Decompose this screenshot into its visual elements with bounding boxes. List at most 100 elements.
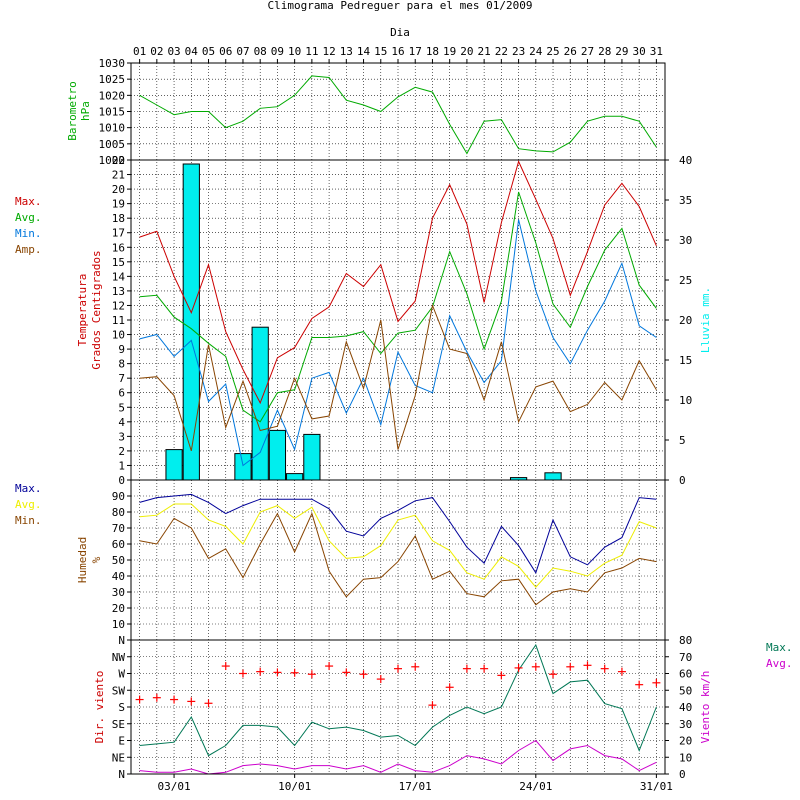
- baro-tick-label: 1005: [99, 138, 126, 151]
- temp-tick-label: 5: [118, 401, 125, 414]
- temp-legend-entry: Max.: [15, 195, 42, 208]
- bottom-date-label: 03/01: [158, 780, 191, 793]
- wind-legend-entry: Avg.: [766, 657, 793, 670]
- top-day-label: 13: [340, 45, 353, 58]
- wind-dir-label: NW: [112, 651, 126, 664]
- wind-legend-entry: Max.: [766, 641, 793, 654]
- temp-ylabel: Temperatura: [76, 274, 89, 347]
- temp-tick-label: 18: [112, 212, 125, 225]
- top-day-label: 22: [495, 45, 508, 58]
- top-day-label: 30: [633, 45, 646, 58]
- temp-tick-label: 9: [118, 343, 125, 356]
- temp-tick-label: 22: [112, 154, 125, 167]
- hum-ylabel: Humedad: [76, 537, 89, 583]
- wind-dir-label: NE: [112, 751, 125, 764]
- rain-tick-label: 15: [679, 354, 692, 367]
- top-day-label: 07: [236, 45, 249, 58]
- top-day-label: 24: [529, 45, 543, 58]
- wind-dir-label: W: [118, 668, 125, 681]
- top-day-label: 09: [271, 45, 284, 58]
- rain-ylabel: Lluvia mm.: [699, 287, 712, 353]
- top-day-label: 03: [167, 45, 180, 58]
- top-day-label: 02: [150, 45, 163, 58]
- temp-tick-label: 21: [112, 169, 125, 182]
- rain-tick-label: 25: [679, 274, 692, 287]
- hum-tick-label: 90: [112, 490, 125, 503]
- baro-series-line: [139, 75, 657, 155]
- baro-ylabel-unit: hPa: [79, 101, 92, 121]
- rain-bar: [286, 473, 304, 481]
- hum-legend-entry: Max.: [15, 482, 42, 495]
- temp-tick-label: 14: [112, 270, 126, 283]
- bottom-date-label: 10/01: [278, 780, 311, 793]
- wind-dir-label: SE: [112, 718, 125, 731]
- temp-series-line: [139, 160, 657, 405]
- wind-speed-tick-label: 70: [679, 651, 692, 664]
- wind-dir-label: E: [118, 735, 125, 748]
- top-day-label: 11: [305, 45, 318, 58]
- temp-tick-label: 2: [118, 445, 125, 458]
- top-day-label: 21: [478, 45, 491, 58]
- baro-tick-label: 1015: [99, 106, 126, 119]
- wind-speed-tick-label: 40: [679, 701, 692, 714]
- temp-tick-label: 19: [112, 198, 125, 211]
- temp-tick-label: 10: [112, 329, 125, 342]
- wind-speed-tick-label: 20: [679, 735, 692, 748]
- top-day-label: 23: [512, 45, 525, 58]
- baro-tick-label: 1020: [99, 89, 126, 102]
- temp-tick-label: 20: [112, 183, 125, 196]
- top-day-label: 27: [581, 45, 594, 58]
- temp-tick-label: 15: [112, 256, 125, 269]
- temp-tick-label: 11: [112, 314, 125, 327]
- baro-tick-label: 1010: [99, 122, 126, 135]
- bottom-date-label: 24/01: [519, 780, 552, 793]
- hum-tick-label: 40: [112, 570, 125, 583]
- wind-ylabel: Dir. viento: [93, 671, 106, 744]
- top-day-label: 04: [185, 45, 199, 58]
- wind-speed-tick-label: 10: [679, 751, 692, 764]
- bottom-date-label: 17/01: [399, 780, 432, 793]
- wind-speed-tick-label: 60: [679, 668, 692, 681]
- top-day-label: 31: [650, 45, 663, 58]
- top-day-label: 06: [219, 45, 232, 58]
- temp-tick-label: 6: [118, 387, 125, 400]
- rain-tick-label: 20: [679, 314, 692, 327]
- bottom-date-label: 31/01: [640, 780, 673, 793]
- wind-speed-tick-label: 0: [679, 768, 686, 781]
- top-day-label: 28: [598, 45, 611, 58]
- hum-series-line: [139, 512, 657, 606]
- baro-tick-label: 1025: [99, 73, 126, 86]
- rain-bar: [544, 472, 562, 481]
- top-day-label: 05: [202, 45, 215, 58]
- top-day-label: 01: [133, 45, 146, 58]
- temp-tick-label: 7: [118, 372, 125, 385]
- top-day-label: 14: [357, 45, 371, 58]
- hum-legend-entry: Min.: [15, 514, 42, 527]
- top-day-label: 25: [546, 45, 559, 58]
- rain-tick-label: 5: [679, 434, 686, 447]
- baro-tick-label: 1000: [99, 154, 126, 167]
- temp-tick-label: 16: [112, 241, 125, 254]
- top-day-label: 08: [254, 45, 267, 58]
- hum-tick-label: 20: [112, 602, 125, 615]
- top-axis-label: Dia: [390, 26, 410, 39]
- temp-series-line: [139, 191, 657, 423]
- temp-legend-entry: Amp.: [15, 243, 42, 256]
- temp-tick-label: 8: [118, 358, 125, 371]
- top-day-label: 20: [460, 45, 473, 58]
- hum-ylabel-unit: %: [90, 556, 103, 563]
- wind-dir-label: N: [118, 634, 125, 647]
- hum-tick-label: 60: [112, 538, 125, 551]
- wind-dir-label: SW: [112, 684, 126, 697]
- hum-legend-entry: Avg.: [15, 498, 42, 511]
- rain-tick-label: 30: [679, 234, 692, 247]
- wind-speed-tick-label: 50: [679, 684, 692, 697]
- temp-tick-label: 13: [112, 285, 125, 298]
- rain-bar: [268, 429, 287, 481]
- temp-tick-label: 0: [118, 474, 125, 487]
- temp-tick-label: 3: [118, 430, 125, 443]
- rain-tick-label: 10: [679, 394, 692, 407]
- top-day-label: 26: [564, 45, 577, 58]
- baro-tick-label: 1030: [99, 57, 126, 70]
- temp-legend-entry: Avg.: [15, 211, 42, 224]
